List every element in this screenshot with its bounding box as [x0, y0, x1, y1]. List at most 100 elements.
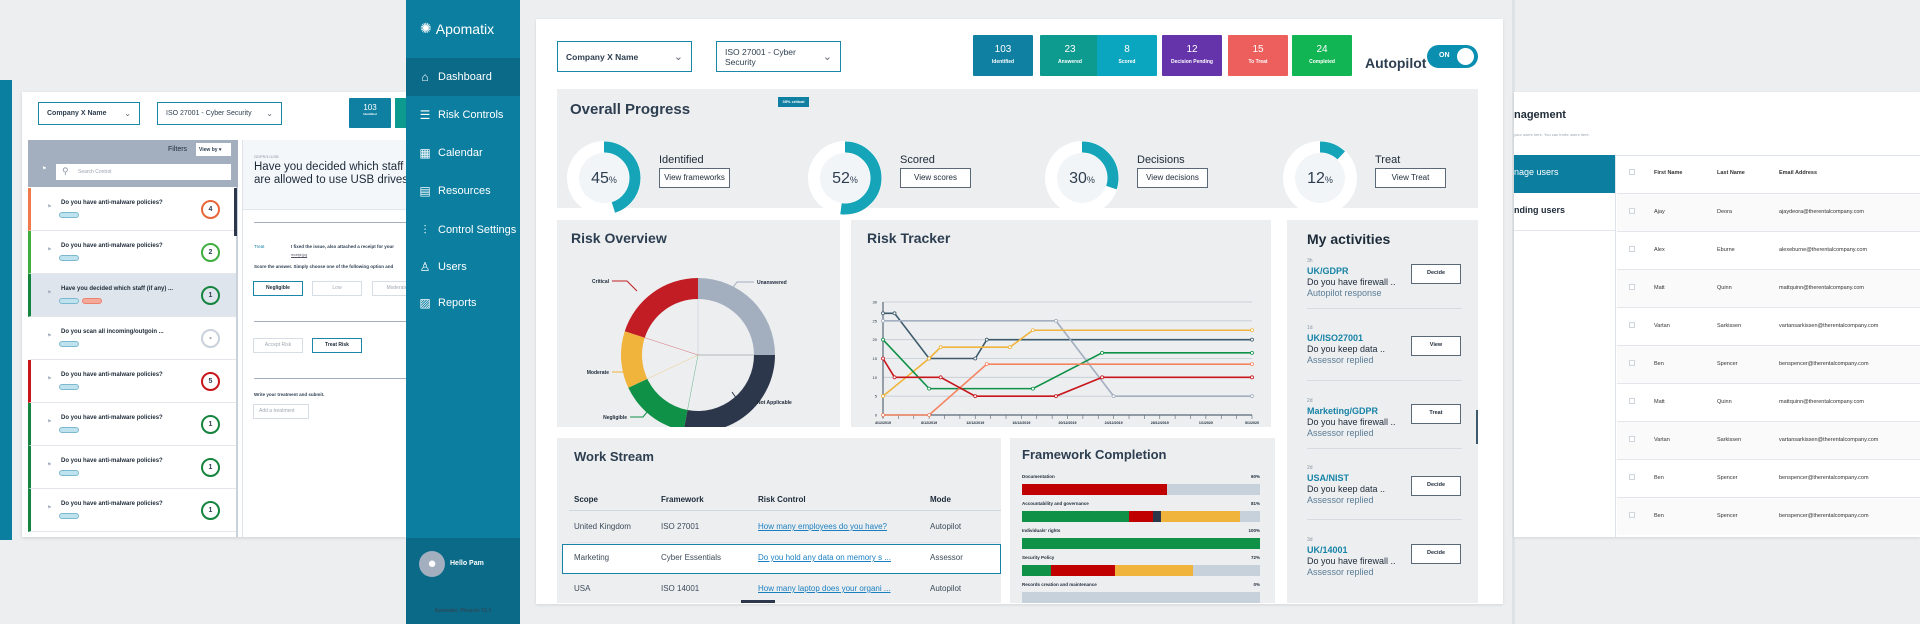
control-list-item[interactable]: ⚑ Do you have anti-malware policies? 1 — [28, 403, 236, 446]
activities-scrollbar[interactable] — [1476, 410, 1478, 444]
framework-select[interactable]: ISO 27001 - Cyber Security ⌄ — [716, 41, 841, 72]
dashboard: Company X Name ⌄ ISO 27001 - Cyber Securi… — [536, 19, 1503, 604]
flag-icon[interactable]: ⚑ — [47, 419, 52, 425]
treat-risk-button[interactable]: Treat Risk — [312, 338, 362, 353]
activity-view-button[interactable]: View — [1411, 336, 1461, 356]
first-name: Matt — [1654, 285, 1665, 291]
stat-label: Scored — [1118, 59, 1136, 65]
activity-decide-button[interactable]: Decide — [1411, 476, 1461, 496]
user-row[interactable]: Vartan Sarkissen vartansarkissen@therental… — [1617, 307, 1920, 345]
user-row[interactable]: Ben Spencer benspencer@therentalcompany.co… — [1617, 459, 1920, 497]
flag-icon[interactable]: ⚑ — [47, 204, 52, 210]
activity-treat-button[interactable]: Treat — [1411, 404, 1461, 424]
view-decisions-button[interactable]: View decisions — [1137, 168, 1208, 188]
user-row[interactable]: Alex Eburne alexeburne@therentalcompany.co… — [1617, 231, 1920, 269]
row-checkbox[interactable] — [1629, 208, 1635, 214]
control-list-item[interactable]: ⚑ Do you have anti-malware policies? 2 — [28, 231, 236, 274]
control-list-item[interactable]: ⚑ Have you decided which staff (if any) .… — [28, 274, 236, 317]
activity-decide-button[interactable]: Decide — [1411, 544, 1461, 564]
autopilot-toggle[interactable]: ON — [1427, 45, 1478, 68]
control-list-item[interactable]: ⚑ Do you have anti-malware policies? 1 — [28, 489, 236, 532]
sidebar-item-reports[interactable]: ▨ Reports — [406, 284, 520, 322]
select-all-checkbox[interactable] — [1629, 169, 1635, 175]
cell-scope: USA — [574, 584, 591, 593]
user-row[interactable]: Ajay Deora ajaydeora@therentalcompany.com — [1617, 193, 1920, 231]
stat-tile-completed[interactable]: 24 Completed — [1292, 35, 1352, 76]
row-checkbox[interactable] — [1629, 474, 1635, 480]
stat-tile-to-treat[interactable]: 15 To Treat — [1228, 35, 1288, 76]
row-checkbox[interactable] — [1629, 512, 1635, 518]
control-list-item[interactable]: ⚑ Do you have anti-malware policies? 5 — [28, 360, 236, 403]
accept-risk-button[interactable]: Accept Risk — [253, 338, 303, 353]
view-scored-button[interactable]: View scores — [900, 168, 971, 188]
slice-label: Not Applicable — [757, 400, 792, 406]
control-list-item[interactable]: ⚑ Do you have anti-malware policies? 1 — [28, 446, 236, 489]
view-identified-button[interactable]: View frameworks — [659, 168, 730, 188]
row-checkbox[interactable] — [1629, 284, 1635, 290]
activity-scope[interactable]: UK/GDPR — [1307, 266, 1349, 276]
data-point — [881, 413, 885, 417]
attachment-link[interactable]: receipt.jpg — [291, 253, 308, 257]
stat-tile-decision-pending[interactable]: 12 Decision Pending — [1162, 35, 1222, 76]
flag-icon[interactable]: ⚑ — [47, 376, 52, 382]
critical-badge-text: 35% critical — [782, 99, 805, 104]
activity-scope[interactable]: Marketing/GDPR — [1307, 406, 1379, 416]
flag-icon[interactable]: ⚑ — [47, 505, 52, 511]
flag-icon[interactable]: ⚑ — [47, 247, 52, 253]
score-instruction: Score the answer. Simply choose one of t… — [254, 264, 394, 269]
stat-tile-identified[interactable]: 103 Identified — [973, 35, 1033, 76]
donut-inner — [1295, 153, 1345, 203]
list-scrollbar[interactable] — [234, 188, 237, 236]
score-low-button[interactable]: Low — [312, 281, 362, 296]
framework-select[interactable]: ISO 27001 - Cyber Security ⌄ — [157, 102, 282, 125]
control-list-item[interactable]: ⚑ Do you scan all incoming/outgoin ... - — [28, 317, 236, 360]
sidebar-item-risk-controls[interactable]: ☰ Risk Controls — [406, 96, 520, 134]
row-checkbox[interactable] — [1629, 322, 1635, 328]
cell-control[interactable]: How many employees do you have? — [758, 522, 887, 531]
flag-icon[interactable]: ⚑ — [47, 462, 52, 468]
sidebar-item-calendar[interactable]: ▦ Calendar — [406, 134, 520, 172]
selected-row-outline[interactable] — [562, 544, 1001, 574]
treatment-input[interactable]: Add a treatment — [253, 404, 309, 419]
y-tick-label: 0 — [875, 413, 878, 418]
row-checkbox[interactable] — [1629, 436, 1635, 442]
table-scrollbar[interactable] — [741, 600, 775, 603]
view-by-dropdown[interactable]: View by ▾ — [196, 143, 231, 156]
cell-control[interactable]: How many laptop does your organi ... — [758, 584, 891, 593]
user-row[interactable]: Vartan Sarkissen vartansarkissen@therental… — [1617, 421, 1920, 459]
row-checkbox[interactable] — [1629, 360, 1635, 366]
flag-icon[interactable]: ⚑ — [47, 333, 52, 339]
donut-progress-arc — [567, 141, 641, 215]
sidebar-item-users[interactable]: ♙ Users — [406, 248, 520, 286]
stat-tile-scored[interactable]: 8 Scored — [1097, 35, 1157, 76]
sidebar-item-control-settings[interactable]: ⫶ Control Settings — [406, 211, 520, 249]
sidebar-item-resources[interactable]: ▤ Resources — [406, 172, 520, 210]
user-row[interactable]: Ben Spencer benspencer@therentalcompany.co… — [1617, 497, 1920, 535]
stat-tile-answered[interactable]: 23 Answered — [1040, 35, 1100, 76]
view-treat-button[interactable]: View Treat — [1375, 168, 1446, 188]
stat-tile-answered[interactable] — [395, 98, 406, 128]
activity-scope[interactable]: UK/ISO27001 — [1307, 333, 1364, 343]
control-question: Do you scan all incoming/outgoin ... — [61, 329, 164, 335]
tab-pending-users[interactable]: nding users — [1514, 193, 1615, 231]
activity-scope[interactable]: UK/14001 — [1307, 545, 1348, 555]
control-list-item[interactable]: ⚑ Do you have anti-malware policies? 4 — [28, 188, 236, 231]
score-negligible-button[interactable]: Negligible — [253, 281, 303, 296]
activity-scope[interactable]: USA/NIST — [1307, 473, 1350, 483]
row-checkbox[interactable] — [1629, 246, 1635, 252]
activity-decide-button[interactable]: Decide — [1411, 264, 1461, 284]
company-select[interactable]: Company X Name ⌄ — [557, 41, 692, 72]
user-row[interactable]: Ben Spencer benspencer@therentalcompany.co… — [1617, 345, 1920, 383]
user-row[interactable]: Matt Quinn mattquinn@therentalcompany.com — [1617, 269, 1920, 307]
user-row[interactable]: Matt Quinn mattquinn@therentalcompany.com — [1617, 383, 1920, 421]
tab-manage-users[interactable]: nage users — [1514, 155, 1615, 193]
stat-tile-identified[interactable]: 103 Identified — [349, 98, 391, 128]
company-select[interactable]: Company X Name ⌄ — [38, 102, 140, 125]
avatar[interactable]: ● — [419, 551, 445, 577]
flag-icon[interactable]: ⚑ — [47, 290, 52, 296]
sidebar-item-dashboard[interactable]: ⌂ Dashboard — [406, 58, 520, 96]
search-control-input[interactable]: ⚲ Search Control — [56, 164, 231, 180]
logo[interactable]: ✺ Apomatix — [420, 20, 494, 37]
cell-control[interactable]: Do you hold any data on memory s ... — [758, 553, 891, 562]
row-checkbox[interactable] — [1629, 398, 1635, 404]
